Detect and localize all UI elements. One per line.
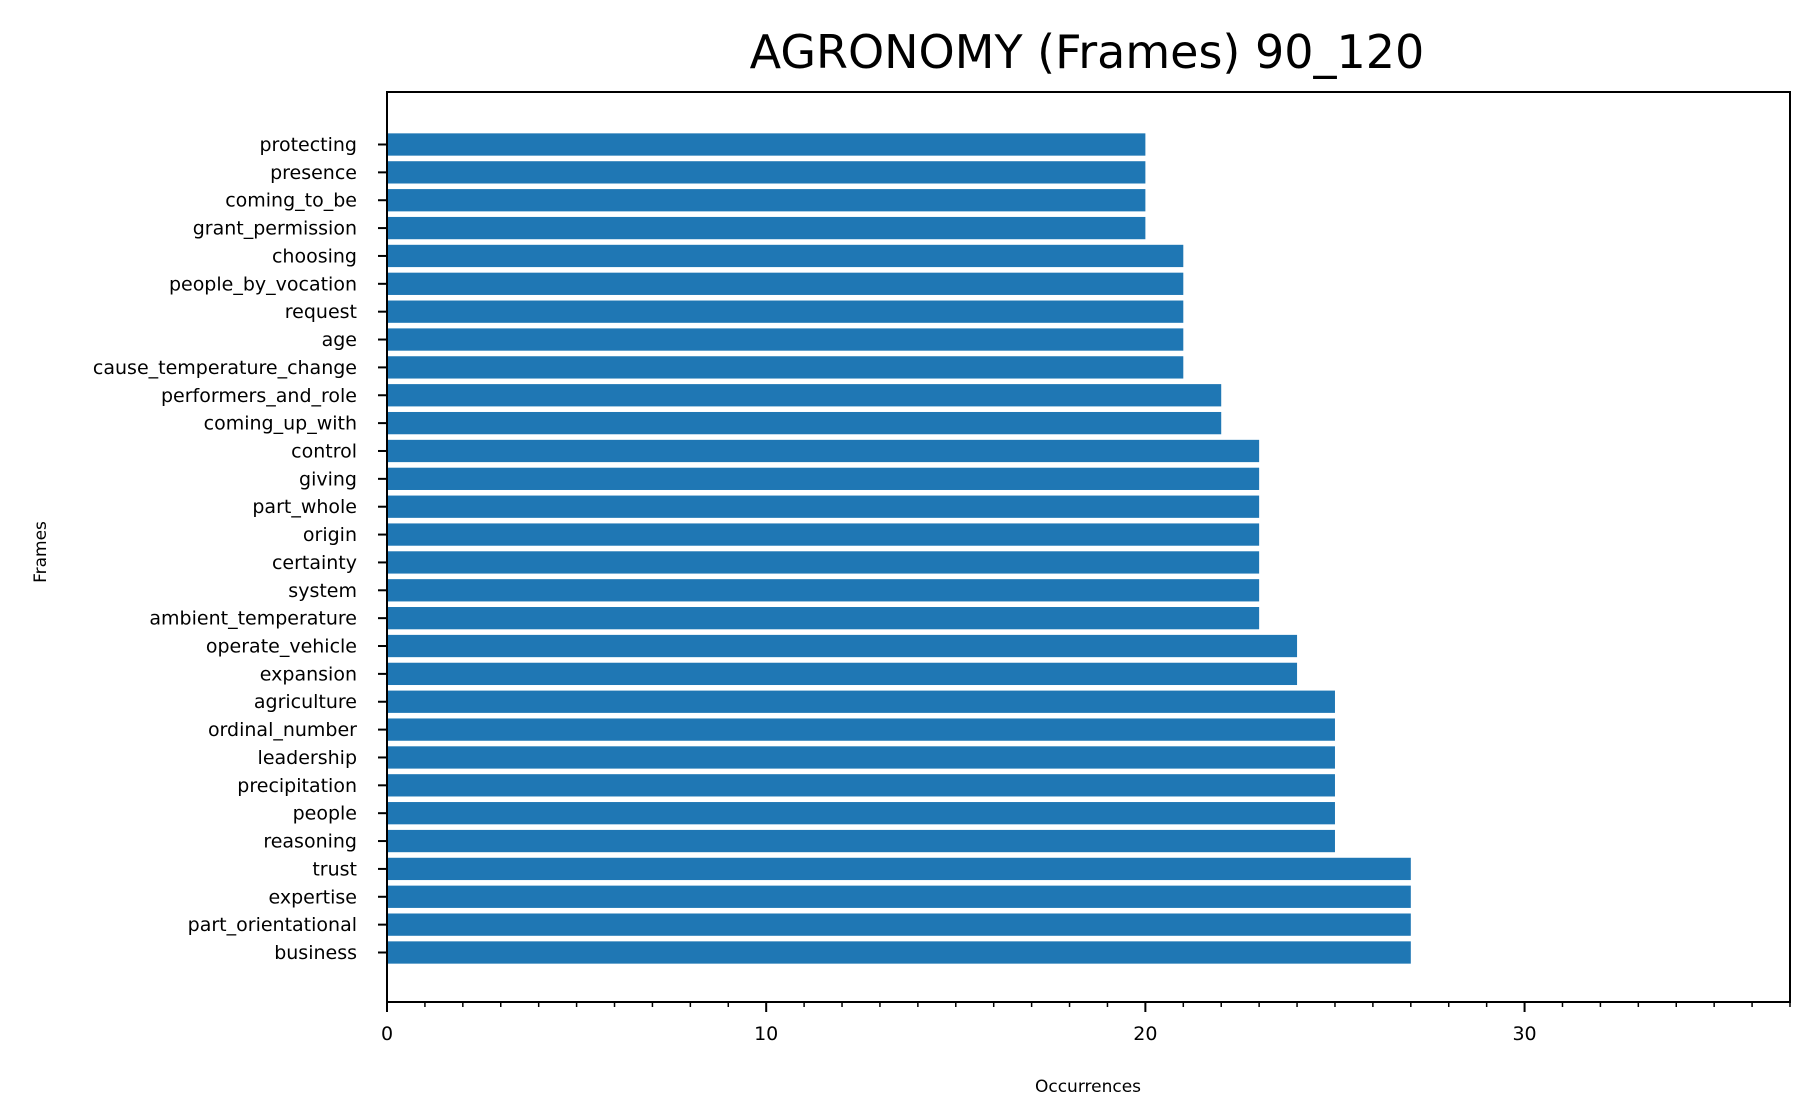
bar — [387, 384, 1222, 407]
bar — [387, 857, 1411, 881]
y-tick-label: request — [285, 301, 357, 323]
bar — [387, 774, 1335, 797]
y-tick-label: expansion — [260, 663, 357, 685]
y-tick-label: people — [293, 803, 357, 825]
bar — [387, 467, 1260, 490]
plot-frame — [386, 91, 1791, 1003]
bar — [387, 244, 1184, 268]
bar — [387, 913, 1411, 936]
x-axis-ticks: 0 10 20 30 — [381, 1002, 1791, 1045]
y-tick-label: ordinal_number — [208, 719, 357, 741]
y-tick-label: performers_and_role — [161, 385, 357, 407]
y-tick-label: part_whole — [252, 496, 357, 518]
bar — [387, 356, 1184, 379]
y-tick-label: ambient_temperature — [149, 608, 357, 630]
bar — [387, 941, 1411, 964]
bar — [387, 328, 1184, 351]
y-tick-label: system — [288, 580, 357, 602]
x-tick-label: 0 — [381, 1023, 393, 1045]
y-tick-label: certainty — [272, 552, 357, 574]
x-axis-label: Occurrences — [1035, 1077, 1141, 1097]
chart-title: AGRONOMY (Frames) 90_120 — [750, 25, 1425, 79]
bar — [387, 300, 1184, 323]
y-axis-ticks: protecting presence coming_to_be grant_perm… — [93, 134, 387, 964]
x-tick-label: 30 — [1512, 1023, 1536, 1045]
y-tick-label: leadership — [258, 747, 357, 769]
y-tick-label: trust — [312, 858, 357, 880]
x-tick-label: 10 — [754, 1023, 778, 1045]
y-tick-label: giving — [299, 468, 357, 490]
x-tick-label: 20 — [1133, 1023, 1157, 1045]
bar — [387, 439, 1260, 463]
bar — [387, 272, 1184, 295]
bar — [387, 411, 1222, 435]
y-tick-label: control — [291, 440, 357, 462]
bar — [387, 885, 1411, 908]
y-tick-label: business — [274, 942, 357, 964]
y-tick-label: grant_permission — [193, 218, 357, 240]
y-tick-label: age — [322, 329, 357, 351]
y-tick-label: reasoning — [263, 831, 357, 853]
y-tick-label: cause_temperature_change — [93, 357, 357, 379]
y-tick-label: choosing — [272, 245, 357, 267]
bar — [387, 189, 1146, 212]
y-axis-label: Frames — [31, 521, 51, 583]
y-tick-label: part_orientational — [188, 914, 357, 936]
y-tick-label: operate_vehicle — [206, 636, 357, 658]
bar — [387, 495, 1260, 518]
bar — [387, 690, 1335, 713]
bar — [387, 829, 1335, 853]
bar — [387, 802, 1335, 825]
y-tick-label: coming_up_with — [204, 413, 357, 435]
y-tick-label: precipitation — [237, 775, 357, 797]
bar — [387, 718, 1335, 741]
bar — [387, 634, 1298, 658]
y-tick-label: protecting — [260, 134, 358, 156]
bar — [387, 551, 1260, 574]
bar — [387, 662, 1298, 686]
y-tick-label: coming_to_be — [225, 190, 357, 212]
y-tick-label: expertise — [269, 886, 357, 908]
bar — [387, 216, 1146, 240]
y-tick-label: origin — [303, 524, 357, 546]
y-tick-label: agriculture — [254, 691, 357, 713]
bar — [387, 161, 1146, 184]
bar — [387, 607, 1260, 630]
bars-layer — [387, 133, 1411, 964]
bar — [387, 746, 1335, 769]
y-tick-label: presence — [270, 162, 357, 184]
y-tick-label: people_by_vocation — [169, 273, 357, 295]
bar — [387, 579, 1260, 602]
bar — [387, 133, 1146, 156]
bar — [387, 523, 1260, 546]
